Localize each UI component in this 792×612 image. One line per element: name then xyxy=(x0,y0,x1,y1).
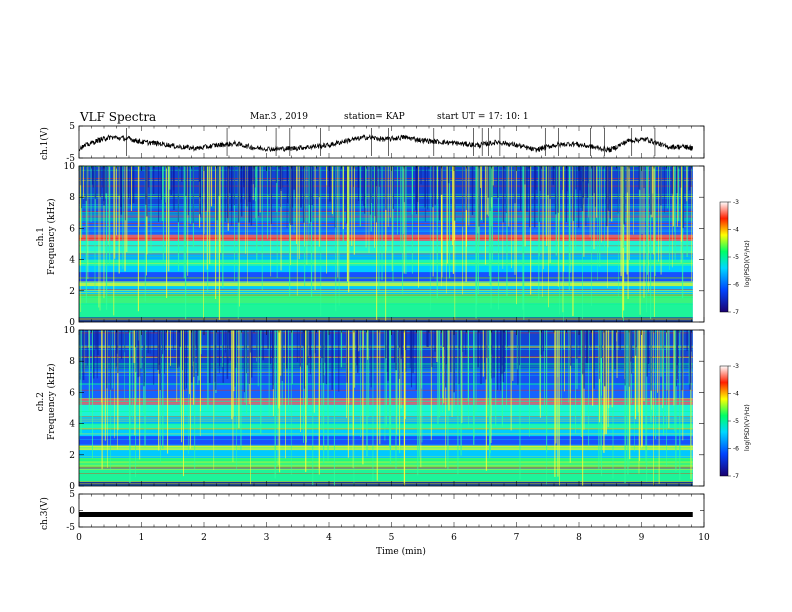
y-tick-label: 2 xyxy=(69,451,75,461)
spectral-band xyxy=(79,457,693,468)
y-tick-label: 6 xyxy=(69,224,75,234)
y-tick-label: 4 xyxy=(69,420,75,430)
start-ut-label: start UT = 17: 10: 1 xyxy=(437,112,529,122)
colorbar-tick-label: -7 xyxy=(733,473,739,480)
colorbar-tick-label: -3 xyxy=(733,363,739,370)
colorbar-tick-label: -3 xyxy=(733,199,739,206)
y-tick-label: 10 xyxy=(64,326,76,336)
colorbar-tick-label: -4 xyxy=(733,227,739,234)
x-tick-label: 6 xyxy=(451,533,457,543)
spectrogram-1: -3 -4 -5 -6 -7 log(PSD)(V²/Hz) xyxy=(78,165,751,323)
colorbar-label: log(PSD)(V²/Hz) xyxy=(744,240,751,287)
y-tick-label: 8 xyxy=(69,193,75,203)
x-tick-label: 3 xyxy=(264,533,270,543)
x-tick-label: 9 xyxy=(639,533,645,543)
y-tick-label: 5 xyxy=(69,490,75,500)
y-tick-label: 2 xyxy=(69,287,75,297)
colorbar xyxy=(719,201,729,313)
y-tick-label: 0 xyxy=(69,482,75,492)
colorbar-tick-label: -5 xyxy=(733,254,739,261)
colorbar-tick-label: -5 xyxy=(733,418,739,425)
x-tick-label: 5 xyxy=(389,533,395,543)
spectral-band xyxy=(79,467,693,482)
y-tick-label: -5 xyxy=(66,154,75,164)
colorbar-tick-label: -6 xyxy=(733,446,739,453)
x-tick-label: 8 xyxy=(576,533,582,543)
y-tick-label: 8 xyxy=(69,357,75,367)
colorbar xyxy=(719,365,729,477)
y-tick-label: 4 xyxy=(69,256,75,266)
colorbar-tick-label: -6 xyxy=(733,282,739,289)
x-tick-label: 4 xyxy=(326,533,332,543)
x-tick-label: 0 xyxy=(76,533,82,543)
y-tick-label: 5 xyxy=(69,122,75,132)
y-tick-label: 0 xyxy=(69,318,75,328)
x-tick-label: 1 xyxy=(139,533,145,543)
spectral-band xyxy=(79,450,693,458)
y-tick-label: 0 xyxy=(69,507,75,517)
y-tick-label: 6 xyxy=(69,388,75,398)
figure-title: VLF Spectra xyxy=(80,110,157,124)
x-tick-label: 2 xyxy=(201,533,207,543)
colorbar-tick-label: -4 xyxy=(733,391,739,398)
station-label: station= KAP xyxy=(344,112,405,122)
colorbar-label: log(PSD)(V²/Hz) xyxy=(744,404,751,451)
x-axis-label: Time (min) xyxy=(376,547,426,557)
date-label: Mar.3 , 2019 xyxy=(250,112,308,122)
ch1-trace xyxy=(78,133,693,153)
spectrogram-2: -3 -4 -5 -6 -7 log(PSD)(V²/Hz) xyxy=(78,329,751,487)
y-tick-label: 10 xyxy=(64,162,76,172)
y-tick-label: -5 xyxy=(66,523,75,533)
colorbar-tick-label: -7 xyxy=(733,309,739,316)
spectral-band xyxy=(79,429,693,437)
x-tick-label: 10 xyxy=(698,533,710,543)
x-tick-label: 7 xyxy=(514,533,520,543)
spectral-band xyxy=(79,436,693,446)
